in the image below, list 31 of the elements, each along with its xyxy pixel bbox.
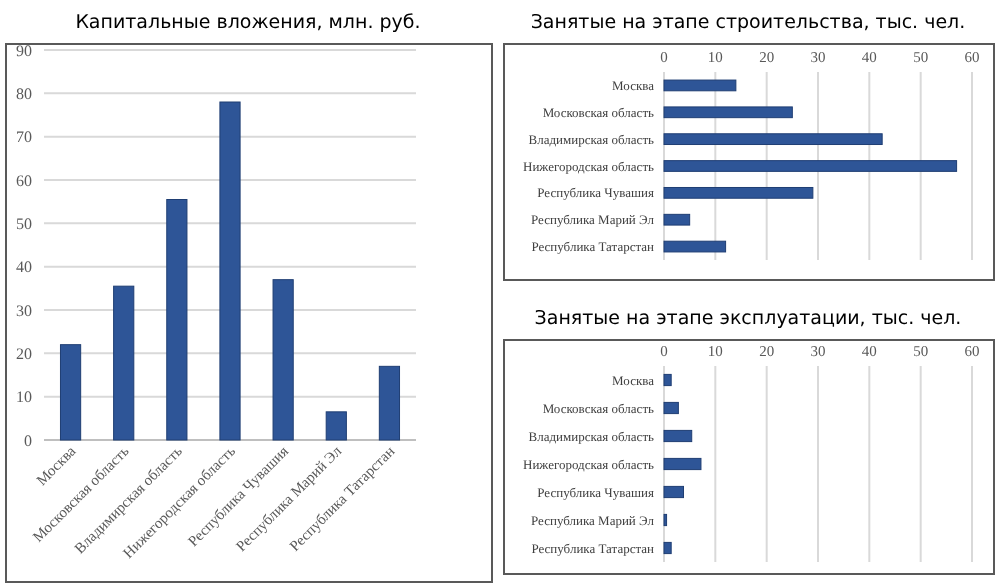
y-tick-label: 70 [16, 128, 32, 147]
bar [325, 411, 347, 441]
y-tick-label: 50 [16, 214, 32, 233]
y-tick-label: 40 [16, 258, 32, 277]
bar [663, 133, 883, 146]
bar [663, 106, 793, 119]
bar [59, 344, 82, 441]
y-tick-label: 60 [16, 171, 32, 190]
bar [663, 485, 685, 499]
bar [166, 199, 188, 441]
y-tick-label: 30 [16, 301, 32, 320]
bar [113, 285, 135, 441]
bar [663, 240, 727, 253]
bar [663, 186, 814, 199]
bar [663, 213, 691, 226]
bar [219, 101, 241, 441]
bar [663, 79, 737, 92]
chart-title: Капитальные вложения, млн. руб. [75, 12, 421, 34]
bar [663, 373, 672, 387]
bar [663, 160, 958, 172]
chart-title: Занятые на этапе эксплуатации, тыс. чел. [534, 308, 962, 330]
bar [663, 541, 672, 555]
y-tick-label: 90 [16, 41, 32, 60]
y-tick-label: 10 [16, 388, 32, 407]
bar [272, 279, 294, 441]
bar [663, 401, 679, 415]
y-tick-label: 80 [16, 84, 32, 103]
bar [663, 429, 693, 443]
chart-title: Занятые на этапе строительства, тыс. чел. [530, 12, 966, 34]
bar [663, 457, 702, 471]
bar [378, 365, 401, 441]
